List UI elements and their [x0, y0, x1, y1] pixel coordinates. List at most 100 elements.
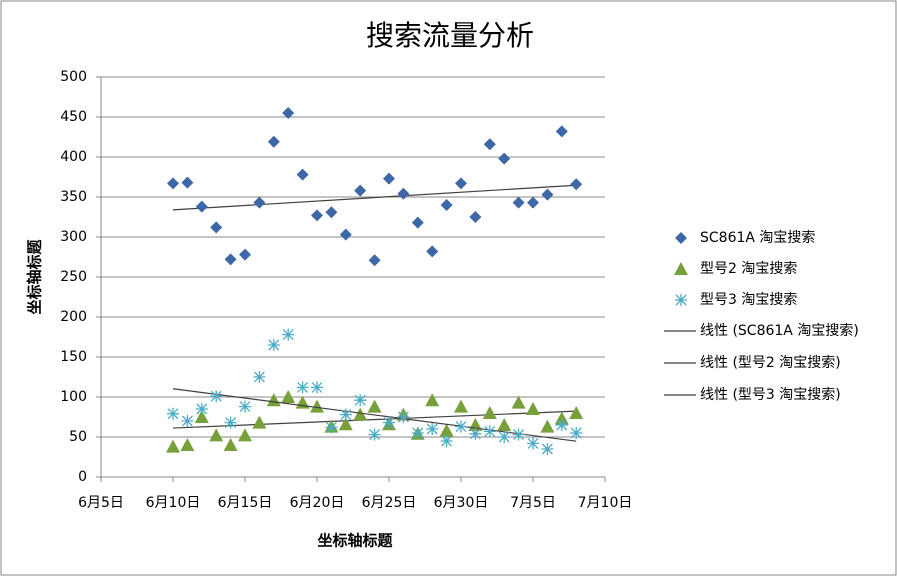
- point: [224, 416, 237, 429]
- point: [570, 178, 583, 191]
- point: [311, 209, 323, 222]
- x-tick-label: 6月30日: [434, 495, 489, 511]
- point: [540, 419, 555, 433]
- point: [555, 125, 568, 138]
- point: [167, 407, 179, 420]
- point: [181, 415, 194, 427]
- x-tick-label: 6月5日: [78, 495, 124, 511]
- point: [498, 152, 511, 165]
- legend-symbol: [675, 294, 687, 306]
- point: [383, 416, 395, 429]
- point: [339, 228, 352, 241]
- x-tick-label: 6月25日: [362, 495, 417, 511]
- point: [339, 408, 352, 421]
- point: [224, 253, 237, 266]
- point: [296, 168, 309, 181]
- y-tick-label: 400: [60, 149, 87, 165]
- point: [210, 221, 223, 234]
- point: [482, 406, 497, 419]
- point: [325, 421, 338, 434]
- y-tick-label: 250: [60, 269, 87, 285]
- point: [512, 196, 525, 209]
- point: [267, 135, 280, 148]
- point: [310, 399, 324, 413]
- point: [397, 187, 410, 200]
- point: [455, 177, 467, 190]
- point: [411, 427, 424, 439]
- point: [253, 371, 266, 383]
- point: [541, 188, 554, 201]
- point: [166, 439, 180, 453]
- point: [239, 248, 251, 261]
- x-tick-label: 6月15日: [218, 495, 273, 511]
- legend-label: SC861A 淘宝搜索: [700, 229, 815, 246]
- point: [498, 431, 511, 443]
- point: [195, 200, 208, 213]
- point: [440, 199, 453, 211]
- point: [296, 381, 309, 394]
- point: [282, 328, 295, 341]
- point: [252, 415, 267, 429]
- y-tick-label: 150: [60, 349, 87, 365]
- point: [368, 254, 381, 267]
- chart-title: 搜索流量分析: [366, 19, 534, 52]
- y-tick-label: 200: [60, 309, 87, 325]
- point: [527, 196, 539, 209]
- point: [210, 390, 223, 403]
- point: [483, 425, 496, 438]
- x-tick-label: 6月20日: [290, 495, 345, 511]
- x-tick-label: 7月10日: [578, 495, 633, 511]
- point: [541, 443, 554, 455]
- legend-label: 线性 (SC861A 淘宝搜索): [700, 322, 859, 339]
- point: [253, 196, 266, 209]
- legend-symbol: [674, 262, 688, 275]
- point: [526, 402, 540, 415]
- point: [338, 417, 353, 431]
- point: [469, 211, 482, 223]
- point: [238, 428, 252, 442]
- x-tick-label: 6月10日: [146, 495, 201, 511]
- point: [281, 390, 296, 403]
- trendline: [172, 184, 577, 211]
- point: [555, 419, 568, 431]
- point: [266, 393, 281, 407]
- point: [511, 395, 526, 409]
- y-tick-label: 0: [78, 469, 87, 485]
- point: [353, 407, 368, 421]
- point: [181, 176, 194, 189]
- legend-label: 线性 (型号3 淘宝搜索): [700, 386, 841, 403]
- point: [311, 381, 323, 394]
- legend-label: 型号3 淘宝搜索: [700, 291, 797, 308]
- x-tick-label: 7月5日: [510, 495, 556, 511]
- legend-label: 线性 (型号2 淘宝搜索): [700, 354, 841, 371]
- point: [209, 428, 224, 442]
- point: [195, 403, 208, 415]
- point: [440, 435, 453, 447]
- legend-symbol: [675, 232, 687, 244]
- point: [455, 420, 467, 433]
- legend-label: 型号2 淘宝搜索: [700, 260, 797, 277]
- point: [570, 427, 583, 439]
- point: [180, 438, 195, 451]
- point: [454, 399, 468, 413]
- point: [527, 437, 539, 450]
- y-tick-label: 450: [60, 109, 87, 125]
- y-tick-label: 300: [60, 229, 87, 245]
- point: [325, 206, 338, 219]
- point: [512, 428, 525, 441]
- point: [383, 172, 395, 185]
- y-tick-label: 350: [60, 189, 87, 205]
- point: [368, 428, 381, 441]
- y-axis-title: 坐标轴标题: [26, 239, 44, 315]
- point: [569, 406, 584, 419]
- point: [397, 411, 410, 423]
- point: [497, 418, 512, 431]
- point: [223, 438, 238, 451]
- point: [411, 216, 424, 229]
- point: [239, 400, 251, 413]
- point: [439, 423, 454, 437]
- point: [425, 393, 440, 407]
- point: [483, 138, 496, 151]
- point: [367, 399, 382, 413]
